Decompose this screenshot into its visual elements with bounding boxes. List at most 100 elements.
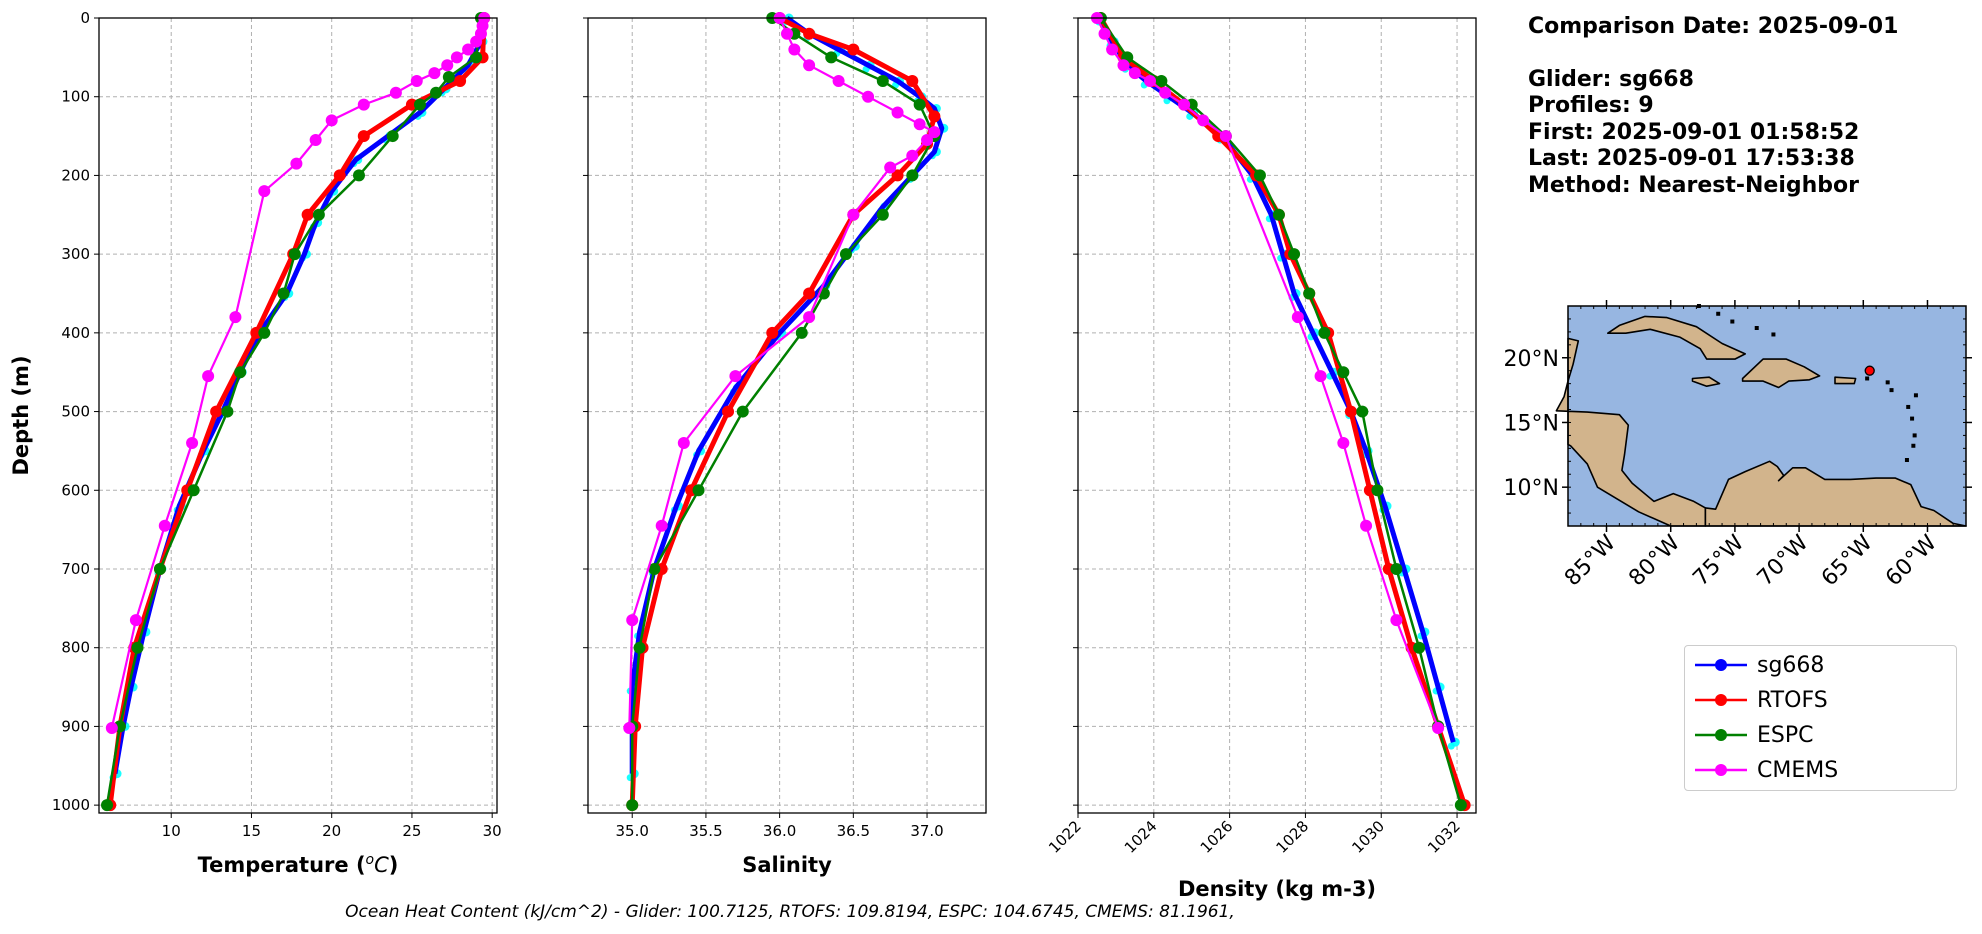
data-point-cmems	[729, 370, 742, 383]
data-point-rtofs	[928, 110, 941, 123]
data-point-cmems	[290, 157, 303, 170]
y-tick-label: 600	[61, 481, 90, 499]
data-point-espc	[258, 326, 271, 339]
small-island	[1865, 376, 1870, 381]
data-point-cmems	[623, 721, 636, 734]
data-point-espc	[442, 71, 455, 84]
land-south-america	[1704, 460, 1967, 527]
series-line-cmems	[1096, 17, 1440, 729]
legend-marker-rtofs	[1695, 694, 1747, 706]
small-island	[1771, 332, 1776, 337]
map-lon-label: 70°W	[1753, 530, 1814, 591]
data-point-cmems	[389, 86, 402, 99]
data-point-espc	[312, 208, 325, 221]
data-point-cmems	[677, 437, 690, 450]
legend-label-espc: ESPC	[1757, 722, 1814, 748]
data-point-espc	[1272, 208, 1285, 221]
data-point-cmems	[1219, 130, 1232, 143]
small-island	[1906, 404, 1911, 409]
x-tick-label: 36.0	[763, 822, 796, 840]
x-tick-label: 25	[402, 822, 421, 840]
land-cuba	[1607, 315, 1746, 360]
land-central-america	[1555, 337, 1707, 527]
data-point-cmems	[441, 59, 454, 72]
data-point-cmems	[626, 614, 639, 627]
y-tick-label: 800	[61, 639, 90, 657]
land-hispaniola	[1741, 358, 1821, 389]
glider-point	[1447, 742, 1455, 750]
y-tick-label: 700	[61, 560, 90, 578]
data-point-espc	[906, 169, 919, 182]
data-point-cmems	[462, 43, 475, 56]
x-tick-label: 1030	[1348, 817, 1388, 857]
data-point-cmems	[803, 311, 816, 324]
data-point-espc	[626, 799, 639, 812]
data-point-cmems	[129, 614, 142, 627]
map-lon-label: 85°W	[1560, 530, 1621, 591]
y-tick-label: 100	[61, 88, 90, 106]
data-point-espc	[1454, 799, 1467, 812]
data-point-espc	[876, 208, 889, 221]
land-jamaica	[1691, 376, 1721, 388]
data-point-cmems	[788, 43, 801, 56]
legend-marker-espc	[1695, 729, 1747, 741]
data-point-espc	[1413, 641, 1426, 654]
data-point-rtofs	[803, 287, 816, 300]
map-lon-label: 75°W	[1689, 530, 1750, 591]
panel-2: 35.0 35.5 36.0 36.5 37.0 Salinity	[583, 12, 987, 877]
data-point-cmems	[921, 134, 934, 147]
data-point-espc	[736, 405, 749, 418]
data-point-espc	[1390, 562, 1403, 575]
data-point-espc	[648, 562, 661, 575]
series-line-cmems	[110, 17, 486, 729]
data-point-cmems	[1178, 98, 1191, 111]
legend-marker-cmems	[1695, 764, 1747, 776]
x-tick-label: 10	[162, 822, 181, 840]
data-point-cmems	[832, 74, 845, 87]
legend: sg668 RTOFS ESPC CMEMS	[1684, 645, 1957, 791]
first-time: First: 2025-09-01 01:58:52	[1528, 119, 1860, 145]
y-axis-label: Depth (m)	[9, 355, 33, 475]
data-point-cmems	[1197, 114, 1210, 127]
map-lat-label: 20°N	[1504, 347, 1559, 372]
ohc-footer: Ocean Heat Content (kJ/cm^2) - Glider: 1…	[345, 902, 1235, 922]
data-point-cmems	[450, 51, 463, 64]
data-point-rtofs	[766, 326, 779, 339]
comparison-date: Comparison Date: 2025-09-01	[1528, 14, 1899, 39]
x-tick-label: 15	[242, 822, 261, 840]
data-point-cmems	[325, 114, 338, 127]
data-point-espc	[413, 98, 426, 111]
y-tick-label: 1000	[52, 796, 90, 814]
y-tick-label: 300	[61, 245, 90, 263]
data-point-rtofs	[891, 169, 904, 182]
data-point-cmems	[202, 370, 215, 383]
data-point-espc	[386, 130, 399, 143]
series-line-sg668	[112, 17, 486, 775]
data-point-cmems	[1390, 614, 1403, 627]
land-puerto-rico	[1834, 376, 1857, 385]
data-point-rtofs	[803, 27, 816, 40]
data-point-rtofs	[210, 405, 223, 418]
x-axis-label: Density (kg m-3)	[1178, 877, 1376, 901]
data-point-cmems	[1106, 43, 1119, 56]
data-point-cmems	[105, 721, 118, 734]
data-point-rtofs	[301, 208, 314, 221]
glider-name: Glider: sg668	[1528, 66, 1694, 92]
data-point-rtofs	[454, 74, 467, 87]
plot-frame	[587, 17, 987, 814]
data-point-espc	[633, 641, 646, 654]
x-tick-label: 1022	[1045, 817, 1085, 857]
legend-item-espc: ESPC	[1695, 720, 1814, 750]
info-panel: Comparison Date: 2025-09-01 Glider: sg66…	[1528, 14, 1898, 199]
data-point-cmems	[1314, 370, 1327, 383]
data-point-rtofs	[333, 169, 346, 182]
data-point-cmems	[229, 311, 242, 324]
data-point-cmems	[906, 149, 919, 162]
data-point-espc	[470, 51, 483, 64]
map-lon-label: 65°W	[1817, 530, 1878, 591]
data-point-cmems	[357, 98, 370, 111]
glider-position-marker	[1864, 365, 1875, 376]
small-island	[1904, 458, 1909, 462]
legend-marker-sg668	[1695, 659, 1747, 671]
inset-map: 10°N 15°N 20°N 85°W 80°W 75°W 70°W 65°W 60°W	[1504, 300, 1972, 591]
